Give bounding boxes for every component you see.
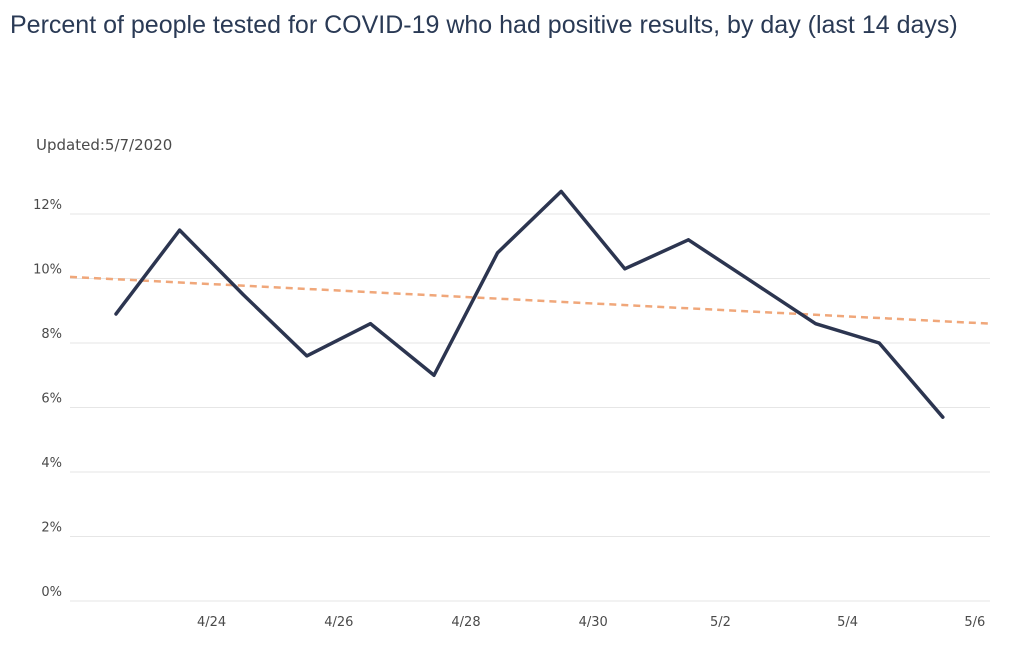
data-point[interactable] [686,238,690,242]
grid-lines [70,213,990,602]
data-point[interactable] [496,251,500,255]
updated-date: 5/7/2020 [104,136,173,154]
data-point[interactable] [941,415,945,419]
updated-label: Updated: [36,136,105,154]
data-point[interactable] [877,341,881,345]
x-tick-label: 5/4 [837,615,858,630]
series-line [114,189,945,419]
data-point[interactable] [241,293,245,297]
y-tick-label: 4% [41,456,62,471]
x-tick-label: 4/24 [197,615,226,630]
data-point[interactable] [559,189,563,193]
x-axis-labels: 4/24 4/26 4/28 4/30 5/2 5/4 5/6 [197,615,985,630]
x-tick-label: 5/6 [964,615,985,630]
data-point[interactable] [814,322,818,326]
data-point[interactable] [623,267,627,271]
series-line-group [114,189,945,419]
trend-line [69,275,991,325]
y-tick-label: 10% [33,263,62,278]
data-point[interactable] [114,312,118,316]
y-axis-labels: 0% 2% 4% 6% 8% 10% 12% [33,198,62,600]
y-tick-label: 8% [41,327,62,342]
data-point[interactable] [305,354,309,358]
data-point[interactable] [368,322,372,326]
chart-title: Percent of people tested for COVID-19 wh… [10,11,958,39]
y-tick-label: 2% [41,521,62,536]
x-tick-label: 5/2 [710,615,731,630]
x-tick-label: 4/26 [324,615,353,630]
x-tick-label: 4/28 [451,615,480,630]
x-tick-label: 4/30 [579,615,608,630]
y-tick-label: 6% [41,392,62,407]
data-point[interactable] [750,280,754,284]
y-tick-label: 0% [41,585,62,600]
updated-note: Updated:5/7/2020 [36,136,172,154]
data-point[interactable] [432,373,436,377]
data-point[interactable] [178,228,182,232]
y-tick-label: 12% [33,198,62,213]
trend-line-group [69,275,991,325]
